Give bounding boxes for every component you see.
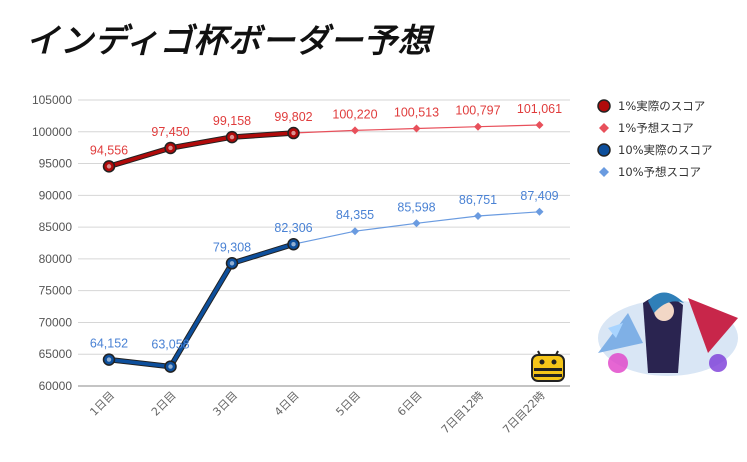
data-point-highlight: [291, 130, 296, 136]
data-label: 99,158: [213, 114, 251, 128]
legend-marker: [597, 143, 611, 157]
legend-marker: [599, 167, 609, 177]
x-tick-label: 6日目: [395, 389, 425, 419]
data-label: 84,355: [336, 208, 374, 222]
x-tick-label: 5日目: [333, 389, 363, 419]
data-label: 100,513: [394, 106, 439, 120]
data-point: [474, 122, 482, 131]
y-tick-label: 105000: [32, 93, 72, 107]
legend-label: 10%予想スコア: [618, 165, 701, 179]
data-label: 85,598: [397, 200, 435, 214]
character-illustration: [598, 292, 738, 376]
data-point: [535, 121, 544, 130]
data-label: 99,802: [274, 110, 312, 124]
y-tick-label: 75000: [39, 284, 73, 298]
data-point-highlight: [168, 364, 173, 369]
data-label: 94,556: [90, 143, 128, 157]
data-point: [535, 207, 544, 216]
y-tick-label: 60000: [39, 379, 73, 393]
data-label: 79,308: [213, 240, 251, 254]
mascot-icon: [531, 350, 565, 382]
x-tick-label: 2日目: [149, 389, 179, 419]
x-tick-label: 7日目22時: [500, 389, 547, 436]
x-tick-label: 7日目12時: [439, 389, 486, 436]
y-tick-label: 85000: [39, 220, 73, 234]
series-line: [293, 211, 540, 245]
y-axis: 60000 65000 70000 75000 80000 85000 90000 95000…: [32, 93, 72, 393]
data-point: [412, 124, 421, 133]
data-labels: 94,556 97,450 99,158 99,802 100,220 100,513 10…: [90, 102, 562, 352]
legend-label: 1%予想スコア: [618, 121, 694, 135]
series-line: [108, 242, 295, 369]
legend-label: 10%実際のスコア: [618, 143, 713, 157]
x-tick-label: 1日目: [87, 389, 117, 419]
legend-marker: [599, 123, 609, 133]
legend: 1%実際のスコア 1%予想スコア 10%実際のスコア 10%予想スコア: [597, 99, 713, 179]
data-point: [351, 126, 359, 135]
x-tick-label: 3日目: [210, 389, 240, 419]
data-point-highlight: [291, 242, 296, 247]
data-label: 100,220: [332, 107, 377, 121]
series-lines: [108, 124, 540, 370]
data-label: 97,450: [151, 125, 189, 139]
x-axis: 1日目 2日目 3日目 4日目 5日目 6日目 7日目12時 7日目22時: [87, 389, 547, 436]
series-line-outline: [108, 241, 295, 370]
data-label: 86,751: [459, 193, 497, 207]
data-point-highlight: [229, 261, 235, 266]
y-tick-label: 95000: [39, 157, 73, 171]
data-point: [351, 227, 359, 236]
y-tick-label: 100000: [32, 125, 72, 139]
y-tick-label: 70000: [39, 315, 73, 329]
data-point-highlight: [106, 164, 112, 169]
data-point: [412, 219, 421, 228]
data-label: 64,152: [90, 337, 128, 351]
data-label: 87,409: [520, 189, 558, 203]
y-tick-label: 90000: [39, 188, 73, 202]
legend-marker: [597, 99, 611, 113]
data-point-highlight: [106, 357, 112, 362]
series-line-outline: [108, 130, 294, 170]
data-label: 101,061: [517, 102, 562, 116]
series-points: [102, 121, 544, 373]
y-tick-label: 65000: [39, 347, 73, 361]
x-tick-label: 4日目: [272, 389, 302, 419]
page-title: インディゴ杯ボーダー予想: [26, 21, 432, 60]
series-line: [108, 131, 294, 169]
data-point-highlight: [229, 134, 235, 140]
data-label: 100,797: [455, 104, 500, 118]
data-point-highlight: [168, 145, 173, 151]
data-label: 82,306: [274, 221, 312, 235]
data-point: [474, 211, 482, 220]
data-label: 63,058: [151, 338, 189, 352]
y-tick-label: 80000: [39, 252, 73, 266]
legend-label: 1%実際のスコア: [618, 99, 705, 113]
grid-lines: [78, 99, 570, 387]
